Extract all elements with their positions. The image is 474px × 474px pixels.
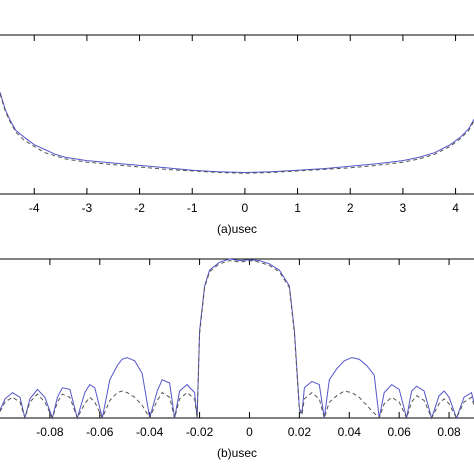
panel-b-tick-labels: -0.08 -0.06 -0.04 -0.02 0 0.02 0.04 0.06 0.08 <box>36 425 461 439</box>
panel-b-dashed-series-line <box>0 260 474 420</box>
panel-a-tick-label: -4 <box>29 201 40 215</box>
panel-b-tick-label: -0.02 <box>186 425 214 439</box>
panel-b-series <box>0 258 474 420</box>
panel-b: -0.08 -0.06 -0.04 -0.02 0 0.02 0.04 0.06 0.08 (b… <box>0 258 474 460</box>
panel-b-ticks <box>49 259 450 418</box>
panel-a-tick-label: -3 <box>82 201 93 215</box>
panel-a-solid-series-line <box>0 92 474 174</box>
panel-b-tick-label: 0.04 <box>338 425 362 439</box>
panel-a: -4 -3 -2 -1 0 1 2 3 4 (a)usec <box>0 34 474 236</box>
panel-b-tick-label: 0.08 <box>437 425 461 439</box>
panel-a-xlabel: usec <box>232 222 257 236</box>
panel-a-tick-label: 2 <box>347 201 354 215</box>
panel-a-caption: (a)usec <box>217 222 257 236</box>
panel-a-tick-label: 4 <box>452 201 459 215</box>
panel-b-xlabel: usec <box>232 446 257 460</box>
panel-b-tick-label: 0 <box>246 425 253 439</box>
panel-b-tick-label: -0.08 <box>36 425 64 439</box>
panel-a-tick-labels: -4 -3 -2 -1 0 1 2 3 4 <box>29 201 459 215</box>
panel-b-label: (b) <box>217 446 232 460</box>
panel-a-tick-label: -1 <box>187 201 198 215</box>
panel-a-series <box>0 92 474 174</box>
panel-b-caption: (b)usec <box>217 446 257 460</box>
panel-a-label: (a) <box>217 222 232 236</box>
panel-a-dashed-series-line <box>0 93 474 174</box>
panel-a-tick-label: 3 <box>400 201 407 215</box>
panel-a-tick-label: -2 <box>134 201 145 215</box>
panel-a-tick-label: 1 <box>294 201 301 215</box>
panel-b-tick-label: 0.06 <box>387 425 411 439</box>
panel-a-tick-label: 0 <box>242 201 249 215</box>
panel-b-tick-label: 0.02 <box>288 425 312 439</box>
panel-a-ticks <box>33 35 457 194</box>
panel-b-tick-label: -0.06 <box>86 425 114 439</box>
panel-b-tick-label: -0.04 <box>136 425 164 439</box>
